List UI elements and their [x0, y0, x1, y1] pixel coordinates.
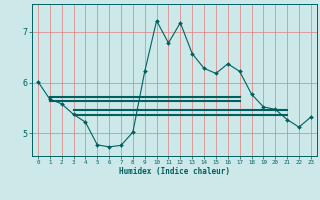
X-axis label: Humidex (Indice chaleur): Humidex (Indice chaleur)	[119, 167, 230, 176]
